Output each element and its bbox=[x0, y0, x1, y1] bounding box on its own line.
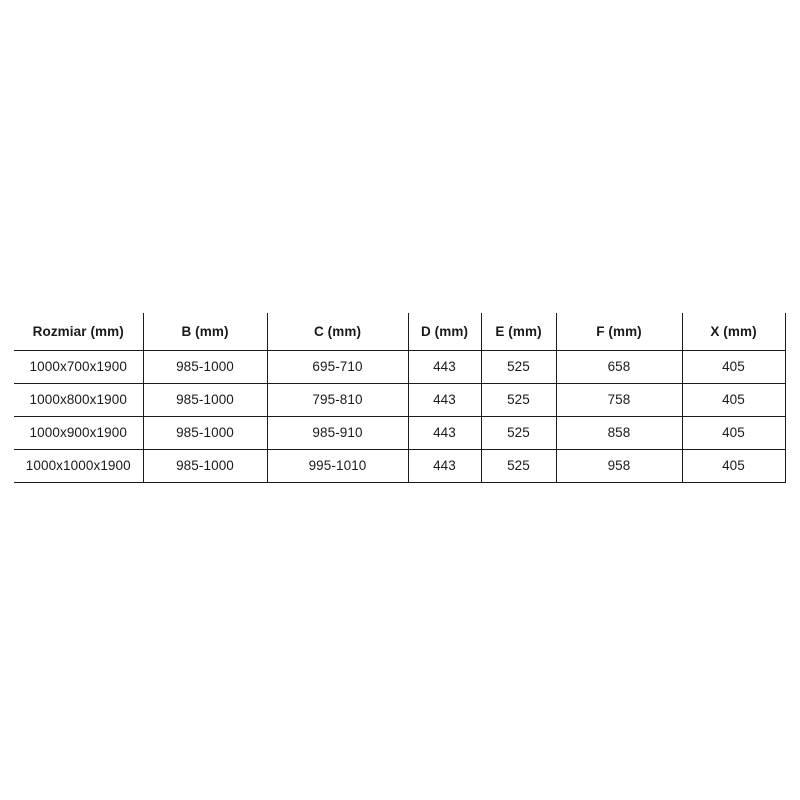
cell-e: 525 bbox=[481, 383, 557, 417]
cell-rozmiar: 1000x900x1900 bbox=[14, 416, 144, 450]
cell-d: 443 bbox=[408, 383, 482, 417]
cell-x: 405 bbox=[682, 416, 785, 450]
column-header-x: X (mm) bbox=[682, 313, 785, 351]
table-header-row: Rozmiar (mm) B (mm) C (mm) D (mm) E (mm)… bbox=[14, 313, 785, 351]
cell-e: 525 bbox=[481, 350, 557, 384]
cell-c: 985-910 bbox=[267, 416, 409, 450]
cell-b: 985-1000 bbox=[143, 383, 268, 417]
cell-rozmiar: 1000x700x1900 bbox=[14, 350, 144, 384]
cell-b: 985-1000 bbox=[143, 350, 268, 384]
cell-x: 405 bbox=[682, 383, 785, 417]
cell-d: 443 bbox=[408, 416, 482, 450]
cell-x: 405 bbox=[682, 350, 785, 384]
column-header-c: C (mm) bbox=[267, 313, 409, 351]
table-row: 1000x700x1900 985-1000 695-710 443 525 6… bbox=[14, 350, 785, 384]
column-header-f: F (mm) bbox=[556, 313, 683, 351]
cell-c: 995-1010 bbox=[267, 449, 409, 483]
column-header-rozmiar: Rozmiar (mm) bbox=[14, 313, 144, 351]
cell-f: 758 bbox=[556, 383, 683, 417]
cell-c: 695-710 bbox=[267, 350, 409, 384]
column-header-e: E (mm) bbox=[481, 313, 557, 351]
table-row: 1000x900x1900 985-1000 985-910 443 525 8… bbox=[14, 416, 785, 450]
table-body: 1000x700x1900 985-1000 695-710 443 525 6… bbox=[14, 350, 785, 483]
cell-f: 658 bbox=[556, 350, 683, 384]
cell-e: 525 bbox=[481, 449, 557, 483]
table-row: 1000x800x1900 985-1000 795-810 443 525 7… bbox=[14, 383, 785, 417]
cell-x: 405 bbox=[682, 449, 785, 483]
cell-rozmiar: 1000x1000x1900 bbox=[14, 449, 144, 483]
column-header-b: B (mm) bbox=[143, 313, 268, 351]
cell-e: 525 bbox=[481, 416, 557, 450]
size-table-wrapper: Rozmiar (mm) B (mm) C (mm) D (mm) E (mm)… bbox=[14, 313, 786, 483]
cell-rozmiar: 1000x800x1900 bbox=[14, 383, 144, 417]
table-header: Rozmiar (mm) B (mm) C (mm) D (mm) E (mm)… bbox=[14, 313, 785, 351]
column-header-d: D (mm) bbox=[408, 313, 482, 351]
cell-d: 443 bbox=[408, 350, 482, 384]
cell-d: 443 bbox=[408, 449, 482, 483]
cell-c: 795-810 bbox=[267, 383, 409, 417]
cell-f: 958 bbox=[556, 449, 683, 483]
cell-b: 985-1000 bbox=[143, 416, 268, 450]
size-table: Rozmiar (mm) B (mm) C (mm) D (mm) E (mm)… bbox=[14, 313, 786, 483]
table-row: 1000x1000x1900 985-1000 995-1010 443 525… bbox=[14, 449, 785, 483]
cell-b: 985-1000 bbox=[143, 449, 268, 483]
cell-f: 858 bbox=[556, 416, 683, 450]
